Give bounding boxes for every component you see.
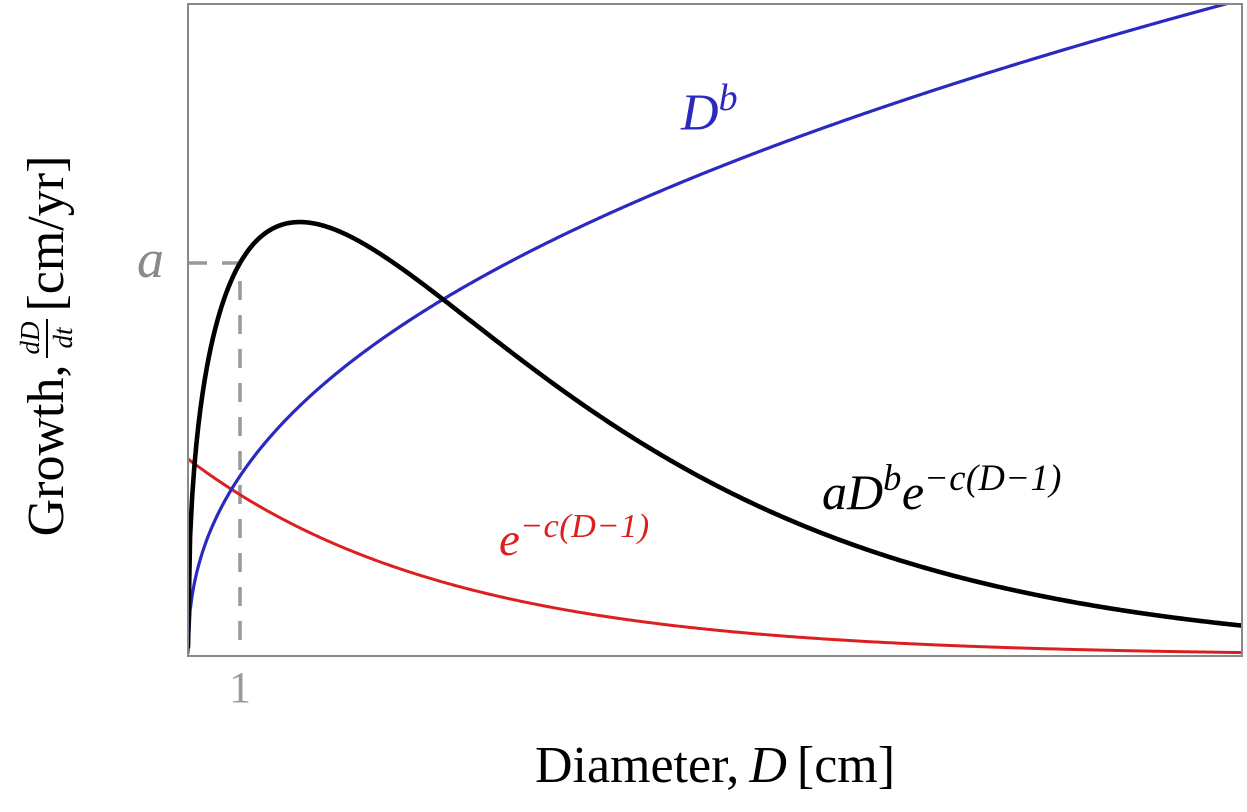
curve-label-product: aDbe−c(D−1) — [822, 457, 1062, 520]
curve-exp-decay — [188, 457, 1242, 655]
y-axis-title-fraction: dD dt — [15, 318, 78, 358]
curve-label-product-base2: e — [901, 463, 925, 520]
curve-power — [188, 4, 1232, 655]
curve-label-power-sup: b — [718, 77, 739, 119]
y-axis-fraction-numerator: dD — [15, 318, 48, 358]
curve-label-exp-sup: −c(D−1) — [519, 507, 650, 545]
x-axis-title-pre: Diameter, — [534, 737, 740, 794]
y-axis-title: Growth, dD dt [cm/yr] — [3, 66, 91, 626]
y-tick-label-a: a — [137, 229, 164, 289]
curve-label-product-sup1: b — [883, 457, 902, 498]
plot-border — [187, 3, 1243, 657]
curve-label-power: Db — [681, 77, 739, 142]
curve-label-product-base1: aD — [822, 463, 884, 520]
x-axis-title: Diameter, D [cm] — [440, 740, 990, 792]
curve-label-exp-base: e — [499, 513, 520, 566]
y-axis-fraction-denominator: dt — [48, 327, 78, 349]
x-axis-title-var: D — [749, 737, 787, 794]
y-axis-title-suffix: [cm/yr] — [18, 155, 75, 312]
y-axis-title-prefix: Growth, — [18, 364, 75, 537]
curve-label-product-sup2: −c(D−1) — [924, 457, 1062, 498]
curve-label-exp: e−c(D−1) — [499, 509, 650, 564]
x-axis-title-post: [cm] — [796, 737, 896, 794]
x-tick-label-1: 1 — [229, 663, 251, 712]
curve-product — [188, 219, 1242, 650]
curve-label-power-base: D — [681, 84, 719, 142]
